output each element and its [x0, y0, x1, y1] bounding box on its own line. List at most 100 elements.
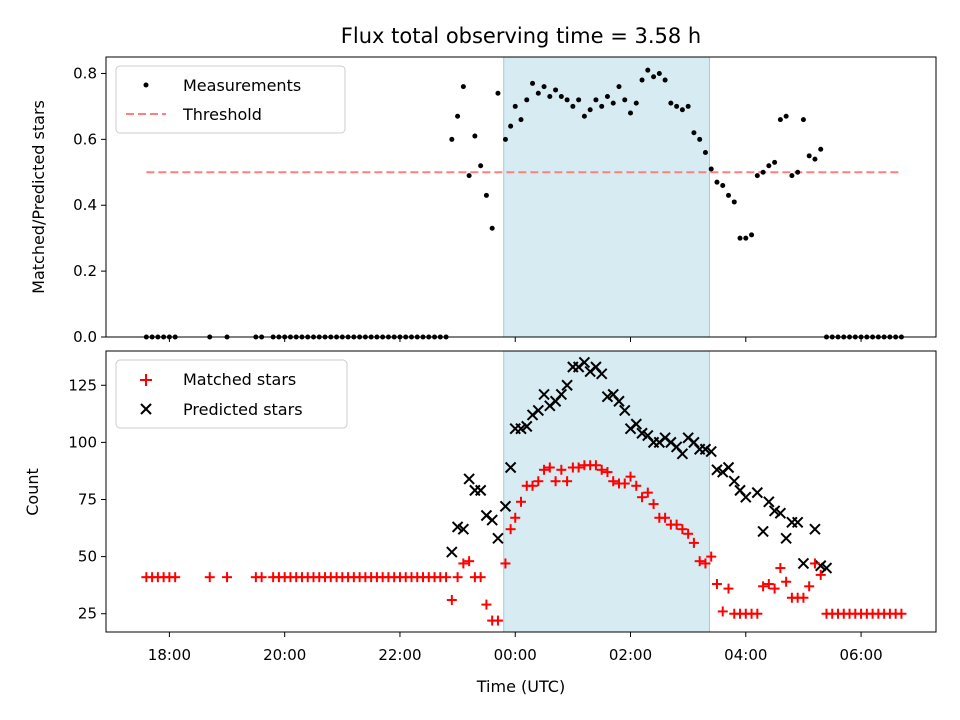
- measurement-point: [503, 137, 508, 142]
- measurement-point: [738, 236, 743, 241]
- measurement-point: [703, 150, 708, 155]
- x-axis-label: Time (UTC): [476, 677, 565, 696]
- bottom-y-tick-label: 50: [78, 548, 97, 566]
- measurement-point: [732, 199, 737, 204]
- bottom-legend: Matched stars Predicted stars: [116, 360, 347, 428]
- top-y-ticks: 0.00.20.40.60.8: [73, 64, 106, 346]
- matched-star-marker: [481, 600, 491, 610]
- matched-star-marker: [170, 572, 180, 582]
- x-tick-label: 22:00: [378, 646, 421, 664]
- legend-measurements-marker: [144, 83, 149, 88]
- measurement-point: [766, 163, 771, 168]
- measurement-point: [455, 114, 460, 119]
- bottom-x-ticks: 18:00 20:00 22:00 00:00 02:00 04:00 06:00: [148, 632, 883, 664]
- bottom-y-tick-label: 100: [68, 433, 97, 451]
- predicted-star-marker: [793, 517, 803, 527]
- measurement-point: [565, 97, 570, 102]
- legend-threshold-label: Threshold: [182, 105, 262, 124]
- measurement-point: [761, 170, 766, 175]
- measurement-point: [599, 104, 604, 109]
- matched-star-marker: [764, 579, 774, 589]
- measurement-point: [749, 232, 754, 237]
- measurement-point: [530, 81, 535, 86]
- matched-star-marker: [476, 572, 486, 582]
- measurement-point: [593, 97, 598, 102]
- measurement-point: [697, 137, 702, 142]
- bottom-panel: 25 50 75 100 125 18:00 20:00 22:00 00:00 02:00 04…: [23, 351, 936, 696]
- measurement-point: [709, 167, 714, 172]
- bottom-y-tick-label: 75: [78, 490, 97, 508]
- measurement-point: [657, 71, 662, 76]
- legend-matched-label: Matched stars: [183, 370, 296, 389]
- measurement-point: [795, 170, 800, 175]
- matched-star-marker: [775, 563, 785, 573]
- measurement-point: [570, 104, 575, 109]
- measurement-point: [513, 104, 518, 109]
- matched-star-marker: [798, 593, 808, 603]
- measurement-point: [547, 94, 552, 99]
- predicted-star-marker: [758, 526, 768, 536]
- predicted-star-marker: [724, 463, 734, 473]
- matched-star-marker: [458, 558, 468, 568]
- x-tick-label: 02:00: [609, 646, 652, 664]
- matched-star-marker: [453, 572, 463, 582]
- x-tick-label: 20:00: [263, 646, 306, 664]
- matched-star-marker: [896, 609, 906, 619]
- measurement-point: [743, 236, 748, 241]
- matched-star-marker: [447, 595, 457, 605]
- measurement-point: [651, 74, 656, 79]
- measurement-point: [508, 124, 513, 129]
- top-shaded-interval: [504, 57, 710, 337]
- bottom-shaded-interval: [504, 351, 710, 632]
- predicted-star-marker: [464, 474, 474, 484]
- predicted-star-marker: [729, 476, 739, 486]
- measurement-point: [634, 101, 639, 106]
- bottom-y-axis-label: Count: [23, 468, 42, 516]
- matched-star-marker: [257, 572, 267, 582]
- legend-predicted-label: Predicted stars: [183, 400, 303, 419]
- predicted-star-marker: [798, 558, 808, 568]
- x-tick-label: 04:00: [724, 646, 767, 664]
- matched-star-marker: [464, 556, 474, 566]
- matched-star-marker: [724, 584, 734, 594]
- top-y-tick-label: 0.8: [73, 64, 97, 82]
- measurement-point: [605, 94, 610, 99]
- legend-measurements-label: Measurements: [183, 76, 301, 95]
- predicted-star-marker: [476, 485, 486, 495]
- measurement-point: [663, 78, 668, 83]
- measurement-point: [582, 114, 587, 119]
- top-y-tick-label: 0.2: [73, 262, 97, 280]
- x-tick-label: 18:00: [148, 646, 191, 664]
- measurement-point: [616, 84, 621, 89]
- measurement-point: [553, 87, 558, 92]
- measurement-point: [484, 193, 489, 198]
- measurement-point: [461, 84, 466, 89]
- bottom-y-ticks: 25 50 75 100 125: [68, 376, 106, 622]
- measurement-point: [559, 94, 564, 99]
- measurement-point: [720, 183, 725, 188]
- top-panel: 0.00.20.40.60.8 Matched/Predicted stars …: [29, 57, 936, 346]
- measurement-point: [674, 104, 679, 109]
- top-y-tick-label: 0.0: [73, 328, 97, 346]
- matched-star-marker: [752, 609, 762, 619]
- measurement-point: [628, 111, 633, 116]
- measurement-point: [490, 226, 495, 231]
- measurement-point: [772, 160, 777, 165]
- measurement-point: [812, 157, 817, 162]
- measurement-point: [478, 163, 483, 168]
- measurement-point: [611, 101, 616, 106]
- top-y-tick-label: 0.4: [73, 196, 97, 214]
- matched-star-marker: [804, 581, 814, 591]
- predicted-star-marker: [493, 533, 503, 543]
- measurement-point: [680, 107, 685, 112]
- measurement-point: [818, 147, 823, 152]
- measurement-point: [784, 114, 789, 119]
- predicted-star-marker: [810, 524, 820, 534]
- chart-title: Flux total observing time = 3.58 h: [341, 24, 701, 48]
- predicted-star-marker: [781, 533, 791, 543]
- matched-star-marker: [205, 572, 215, 582]
- measurement-point: [588, 107, 593, 112]
- measurement-point: [807, 153, 812, 158]
- measurement-point: [542, 84, 547, 89]
- measurement-point: [622, 97, 627, 102]
